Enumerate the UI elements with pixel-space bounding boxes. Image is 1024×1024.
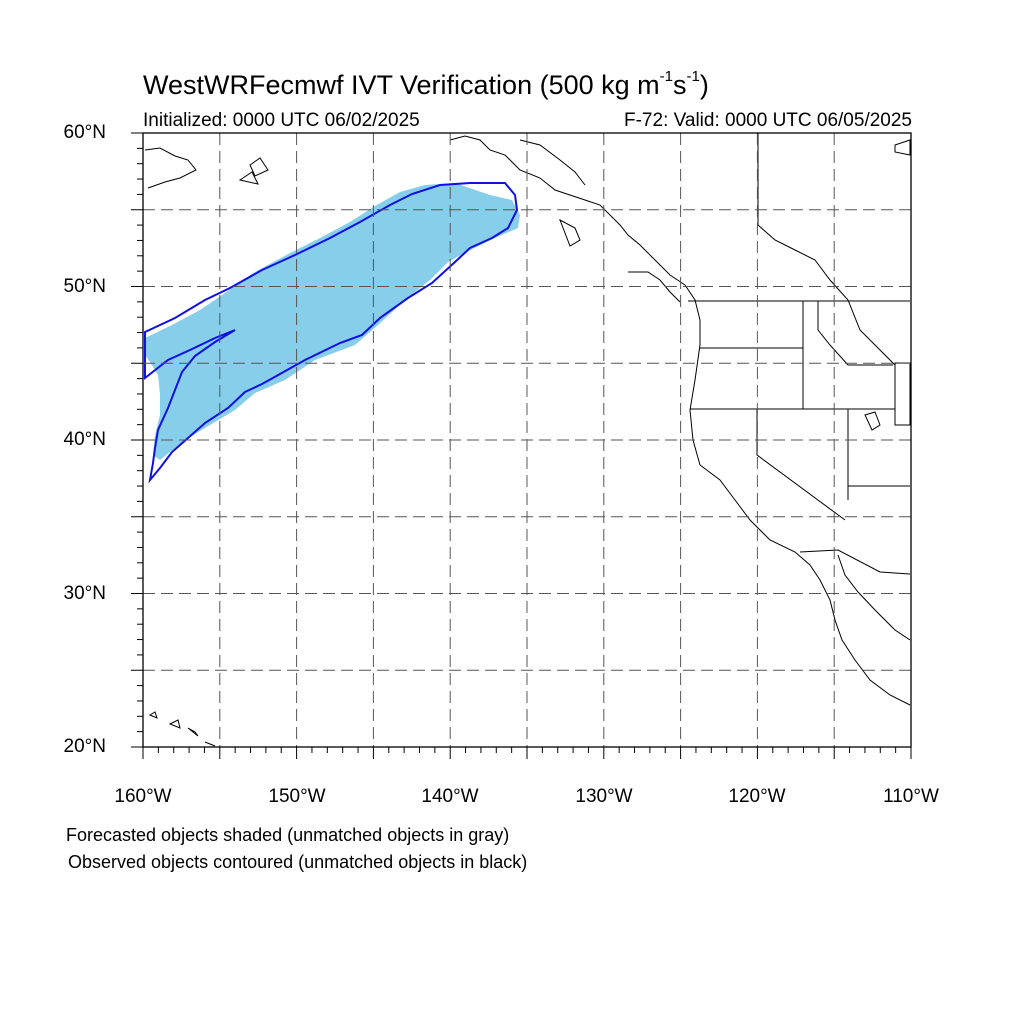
valid-time: F-72: Valid: 0000 UTC 06/05/2025	[624, 110, 912, 131]
observed-ivt-contour	[144, 182, 519, 484]
lat-label-50n: 50°N	[63, 276, 106, 297]
lon-label-110w: 110°W	[883, 786, 939, 807]
lon-label-120w: 120°W	[728, 786, 786, 807]
lat-label-60n: 60°N	[63, 122, 106, 143]
lon-label-140w: 140°W	[421, 786, 479, 807]
lon-label-160w: 160°W	[114, 786, 172, 807]
coastlines	[144, 135, 911, 747]
initialized-time: Initialized: 0000 UTC 06/02/2025	[143, 110, 420, 131]
axis-ticks	[131, 132, 912, 759]
lon-label-150w: 150°W	[268, 786, 326, 807]
lat-label-30n: 30°N	[63, 583, 106, 604]
graticule	[143, 133, 911, 747]
lat-label-40n: 40°N	[63, 429, 106, 450]
lon-label-130w: 130°W	[575, 786, 633, 807]
legend-forecast-note: Forecasted objects shaded (unmatched obj…	[66, 825, 510, 845]
political-borders	[688, 133, 911, 575]
lat-label-20n: 20°N	[63, 736, 106, 757]
legend-observed-note: Observed objects contoured (unmatched ob…	[68, 852, 528, 872]
forecast-ivt-object	[145, 183, 520, 460]
map-frame	[142, 132, 912, 748]
figure-title: WestWRFecmwf IVT Verification (500 kg m-…	[143, 68, 709, 100]
